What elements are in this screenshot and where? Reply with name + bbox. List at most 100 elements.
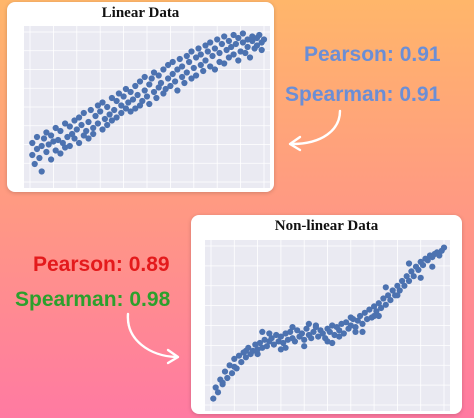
nonlinear-data-point	[231, 355, 238, 362]
nonlinear-data-point	[408, 268, 415, 275]
nonlinear-data-point	[308, 335, 315, 342]
linear-data-point	[239, 39, 246, 46]
linear-data-point	[183, 69, 190, 76]
nonlinear-data-point	[249, 347, 256, 354]
nonlinear-data-point	[347, 314, 354, 321]
linear-data-point	[193, 72, 200, 79]
nonlinear-data-point	[440, 244, 448, 251]
linear-data-point	[186, 58, 193, 66]
linear-data-point	[160, 66, 167, 73]
linear-data-point	[157, 79, 165, 87]
linear-data-point	[92, 112, 99, 120]
nonlinear-data-point	[385, 292, 392, 299]
nonlinear-data-point	[212, 384, 219, 391]
nonlinear-data-point	[319, 330, 326, 337]
nonlinear-data-point	[235, 352, 243, 359]
linear-data-point	[146, 81, 153, 88]
nonlinear-data-point	[354, 317, 361, 324]
linear-data-point	[197, 51, 204, 58]
linear-data-point	[211, 45, 218, 52]
linear-data-point	[242, 49, 249, 57]
nonlinear-data-point	[352, 324, 359, 331]
nonlinear-data-point	[415, 266, 422, 273]
linear-data-point	[85, 118, 92, 126]
nonlinear-data-point	[329, 339, 336, 347]
linear-data-point	[48, 132, 55, 139]
nonlinear-data-point	[371, 312, 378, 320]
linear-data-point	[207, 63, 214, 70]
nonlinear-data-point	[282, 344, 289, 351]
linear-data-point	[43, 148, 50, 156]
linear-spearman-label: Spearman: 0.91	[285, 83, 441, 106]
linear-data-point	[221, 60, 228, 67]
linear-data-point	[113, 97, 120, 105]
linear-data-point	[179, 73, 186, 81]
linear-data-point	[87, 106, 94, 114]
linear-data-point	[249, 37, 256, 45]
linear-data-point	[29, 151, 36, 159]
linear-data-point	[253, 42, 261, 49]
linear-data-point	[108, 117, 115, 124]
nonlinear-spearman-label: Spearman: 0.98	[15, 288, 171, 311]
linear-data-point	[150, 69, 158, 76]
linear-data-point	[73, 126, 80, 133]
linear-data-point	[136, 78, 144, 85]
linear-data-point	[57, 127, 64, 135]
nonlinear-data-point	[277, 346, 284, 353]
nonlinear-data-point	[231, 363, 238, 370]
linear-data-point	[207, 39, 214, 46]
linear-data-point	[209, 52, 216, 60]
nonlinear-data-point	[399, 277, 406, 285]
nonlinear-data-point	[401, 282, 408, 289]
linear-data-point	[129, 96, 137, 103]
linear-data-point	[174, 66, 181, 73]
nonlinear-data-point	[424, 257, 431, 264]
linear-data-point	[181, 79, 188, 87]
linear-data-point	[90, 124, 97, 132]
linear-data-point	[38, 168, 45, 175]
linear-data-point	[104, 103, 111, 111]
nonlinear-data-point	[326, 328, 333, 335]
linear-data-point	[113, 114, 120, 121]
nonlinear-data-point	[228, 370, 236, 377]
nonlinear-chart-title: Non-linear Data	[274, 218, 379, 234]
linear-data-point	[225, 37, 232, 45]
linear-data-point	[235, 34, 242, 42]
nonlinear-data-point	[378, 304, 385, 312]
linear-data-point	[193, 54, 200, 61]
linear-data-point	[111, 106, 118, 114]
nonlinear-data-point	[382, 301, 389, 308]
linear-data-point	[101, 115, 108, 123]
nonlinear-data-point	[305, 320, 312, 327]
linear-data-point	[94, 102, 101, 109]
linear-data-point	[134, 91, 141, 99]
linear-scatter-svg	[24, 26, 270, 188]
nonlinear-data-point	[287, 328, 294, 335]
nonlinear-data-point	[375, 312, 382, 320]
linear-data-point	[200, 67, 207, 75]
nonlinear-data-point	[224, 374, 231, 382]
nonlinear-data-point	[280, 339, 287, 347]
nonlinear-data-point	[315, 333, 322, 340]
linear-data-point	[150, 88, 158, 96]
linear-data-point	[190, 64, 197, 72]
linear-data-point	[71, 135, 78, 142]
nonlinear-data-point	[303, 325, 310, 332]
nonlinear-data-point	[436, 252, 443, 259]
linear-data-point	[57, 150, 64, 157]
nonlinear-data-point	[373, 308, 380, 315]
nonlinear-data-point	[405, 277, 413, 285]
linear-data-point	[169, 58, 176, 66]
linear-chart-title: Linear Data	[101, 5, 180, 21]
nonlinear-data-point	[396, 287, 403, 294]
nonlinear-data-point	[259, 328, 266, 335]
nonlinear-plot-area	[205, 240, 450, 411]
linear-data-point	[214, 36, 221, 43]
nonlinear-data-point	[359, 320, 366, 327]
linear-data-point	[183, 52, 190, 60]
linear-data-point	[216, 49, 223, 57]
linear-data-point	[118, 102, 125, 109]
linear-data-point	[146, 100, 153, 108]
linear-data-point	[99, 99, 106, 106]
linear-data-point	[132, 105, 139, 112]
